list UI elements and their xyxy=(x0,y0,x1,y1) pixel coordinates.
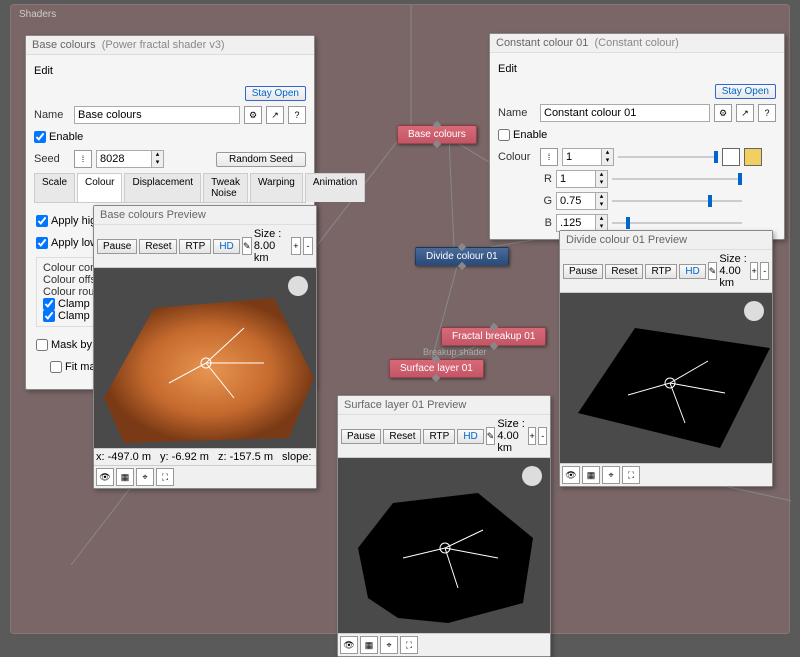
swatch-gold[interactable] xyxy=(744,148,762,166)
plus-icon[interactable]: + xyxy=(528,427,537,445)
random-seed-button[interactable]: Random Seed xyxy=(216,152,306,167)
hd-button[interactable]: HD xyxy=(679,264,705,279)
apply-low-checkbox[interactable] xyxy=(36,237,48,249)
eye-icon[interactable]: 👁 xyxy=(562,466,580,484)
rtp-button[interactable]: RTP xyxy=(423,429,455,444)
node-divide-colour[interactable]: Divide colour 01 xyxy=(415,247,509,266)
tab-tweak-noise[interactable]: Tweak Noise xyxy=(203,173,248,202)
target-icon[interactable]: ⌖ xyxy=(136,468,154,486)
clamp-high-checkbox[interactable] xyxy=(43,298,55,310)
name-input[interactable] xyxy=(74,106,240,124)
expand-icon[interactable]: ⛶ xyxy=(400,636,418,654)
panel-title: Base colours xyxy=(32,39,96,51)
hd-button[interactable]: HD xyxy=(213,239,239,254)
r-slider[interactable] xyxy=(612,178,742,180)
spin-down-icon[interactable]: ▾ xyxy=(152,159,163,167)
spin-up-icon[interactable]: ▴ xyxy=(152,151,163,159)
panel-title: Constant colour 01 xyxy=(496,37,588,49)
rtp-button[interactable]: RTP xyxy=(179,239,211,254)
preview-surface-layer: Surface layer 01 Preview Pause Reset RTP… xyxy=(337,395,551,657)
grid-icon[interactable]: ▦ xyxy=(360,636,378,654)
plus-icon[interactable]: + xyxy=(750,262,759,280)
tab-colour[interactable]: Colour xyxy=(77,173,122,202)
label-name: Name xyxy=(34,109,70,121)
seed-input[interactable] xyxy=(96,150,152,168)
stay-open-button[interactable]: Stay Open xyxy=(245,86,306,101)
pencil-icon[interactable]: ✎ xyxy=(708,262,718,280)
eye-icon[interactable]: 👁 xyxy=(96,468,114,486)
target-icon[interactable]: ⌖ xyxy=(602,466,620,484)
colour-slider[interactable] xyxy=(618,156,718,158)
stay-open-button[interactable]: Stay Open xyxy=(715,84,776,99)
pause-button[interactable]: Pause xyxy=(97,239,137,254)
b-slider[interactable] xyxy=(612,222,742,224)
compass-icon xyxy=(744,301,764,321)
compass-icon xyxy=(522,466,542,486)
settings-icon[interactable]: ⚙ xyxy=(714,104,732,122)
fit-mask-checkbox[interactable] xyxy=(50,361,62,373)
minus-icon[interactable]: - xyxy=(538,427,547,445)
minus-icon[interactable]: - xyxy=(303,237,313,255)
pencil-icon[interactable]: ✎ xyxy=(242,237,252,255)
reset-button[interactable]: Reset xyxy=(605,264,643,279)
rtp-button[interactable]: RTP xyxy=(645,264,677,279)
swatch-white[interactable] xyxy=(722,148,740,166)
reset-button[interactable]: Reset xyxy=(139,239,177,254)
reset-button[interactable]: Reset xyxy=(383,429,421,444)
target-icon[interactable]: ⌖ xyxy=(380,636,398,654)
link-icon[interactable]: ↗ xyxy=(266,106,284,124)
mask-checkbox[interactable] xyxy=(36,339,48,351)
viewport[interactable] xyxy=(94,268,316,448)
preview-divide-colour: Divide colour 01 Preview Pause Reset RTP… xyxy=(559,230,773,487)
viewport[interactable] xyxy=(338,458,550,633)
node-surface-layer[interactable]: Surface layer 01 xyxy=(389,359,484,378)
apply-high-checkbox[interactable] xyxy=(36,215,48,227)
enable-label: Enable xyxy=(49,131,83,143)
tabs: Scale Colour Displacement Tweak Noise Wa… xyxy=(34,173,306,203)
minus-icon[interactable]: - xyxy=(760,262,769,280)
name-input[interactable] xyxy=(540,104,710,122)
menu-edit[interactable]: Edit xyxy=(498,63,517,75)
menu-edit[interactable]: Edit xyxy=(34,65,53,77)
pencil-icon[interactable]: ✎ xyxy=(486,427,496,445)
tab-warping[interactable]: Warping xyxy=(250,173,303,202)
panel-subtitle: (Power fractal shader v3) xyxy=(102,39,225,51)
compass-icon xyxy=(288,276,308,296)
node-fractal-breakup[interactable]: Fractal breakup 01 xyxy=(441,327,546,346)
expand-icon[interactable]: ⛶ xyxy=(622,466,640,484)
enable-checkbox[interactable] xyxy=(34,131,46,143)
expand-icon[interactable]: ⛶ xyxy=(156,468,174,486)
grid-icon[interactable]: ▦ xyxy=(116,468,134,486)
clamp-low-checkbox[interactable] xyxy=(43,310,55,322)
hd-button[interactable]: HD xyxy=(457,429,483,444)
r-input[interactable] xyxy=(556,170,596,188)
help-icon[interactable]: ? xyxy=(288,106,306,124)
pause-button[interactable]: Pause xyxy=(341,429,381,444)
g-input[interactable] xyxy=(556,192,596,210)
pause-button[interactable]: Pause xyxy=(563,264,603,279)
tab-scale[interactable]: Scale xyxy=(34,173,75,202)
seed-opts-icon[interactable]: ⁞ xyxy=(74,150,92,168)
enable-checkbox[interactable] xyxy=(498,129,510,141)
preview-base-colours: Base colours Preview Pause Reset RTP HD … xyxy=(93,205,317,489)
panel-subtitle: (Constant colour) xyxy=(594,37,678,49)
grid-icon[interactable]: ▦ xyxy=(582,466,600,484)
tab-animation[interactable]: Animation xyxy=(305,173,365,202)
tab-displacement[interactable]: Displacement xyxy=(124,173,201,202)
label-breakup-shader: Breakup shader xyxy=(423,347,487,357)
node-base-colours[interactable]: Base colours xyxy=(397,125,477,144)
seed-label: Seed xyxy=(34,153,70,165)
help-icon[interactable]: ? xyxy=(758,104,776,122)
colour-input[interactable] xyxy=(562,148,602,166)
settings-icon[interactable]: ⚙ xyxy=(244,106,262,124)
eye-icon[interactable]: 👁 xyxy=(340,636,358,654)
plus-icon[interactable]: + xyxy=(291,237,301,255)
frame-title: Shaders xyxy=(13,7,787,22)
link-icon[interactable]: ↗ xyxy=(736,104,754,122)
viewport[interactable] xyxy=(560,293,772,463)
g-slider[interactable] xyxy=(612,200,742,202)
opts-icon[interactable]: ⁞ xyxy=(540,148,558,166)
panel-constant-colour: Constant colour 01 (Constant colour) Edi… xyxy=(489,33,785,240)
